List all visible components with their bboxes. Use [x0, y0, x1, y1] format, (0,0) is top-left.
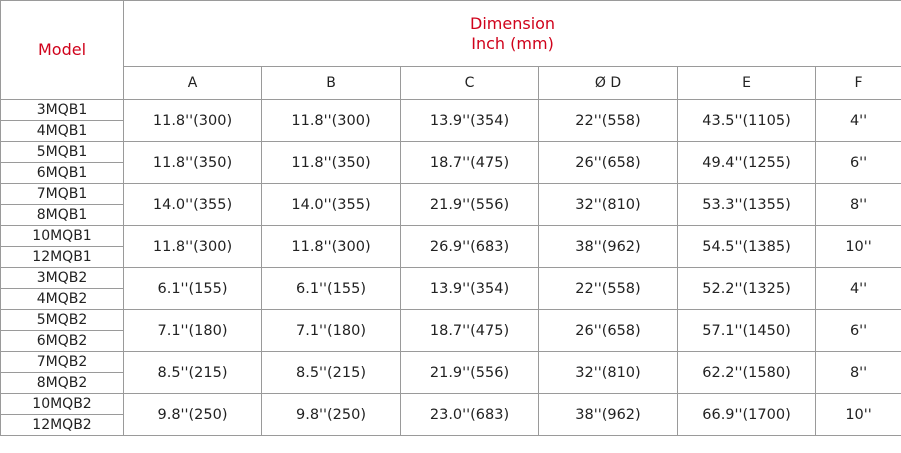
model-cell: 3MQB2 [0, 267, 124, 289]
model-cell: 5MQB2 [0, 309, 124, 331]
value-cell-a: 14.0''(355) [123, 183, 262, 226]
value-cell-f: 6'' [814, 309, 901, 352]
value-cell-a: 6.1''(155) [123, 267, 262, 310]
table-row: 5MQB1 11.8''(350) 11.8''(350) 18.7''(475) 26… [0, 141, 901, 184]
value-cell-e: 43.5''(1105) [677, 99, 816, 142]
value-cell-c: 21.9''(556) [400, 351, 539, 394]
model-cell: 12MQB1 [0, 246, 124, 268]
value-cell-c: 21.9''(556) [400, 183, 539, 226]
model-cell: 7MQB1 [0, 183, 124, 205]
table-row: 3MQB2 6.1''(155) 6.1''(155) 13.9''(354) 22''… [0, 267, 901, 310]
value-cell-e: 62.2''(1580) [677, 351, 816, 394]
column-header-d: Ø D [538, 66, 678, 100]
value-cell-e: 66.9''(1700) [677, 393, 816, 436]
value-cell-e: 49.4''(1255) [677, 141, 816, 184]
value-cell-f: 8'' [814, 183, 901, 226]
value-cell-d: 22''(558) [538, 267, 678, 310]
value-cell-d: 38''(962) [538, 225, 678, 268]
value-cell-c: 18.7''(475) [400, 141, 539, 184]
value-cell-b: 11.8''(350) [261, 141, 401, 184]
dimension-header: Dimension Inch (mm) [122, 0, 901, 67]
value-cell-a: 7.1''(180) [123, 309, 262, 352]
value-cell-b: 7.1''(180) [261, 309, 401, 352]
value-cell-c: 13.9''(354) [400, 267, 539, 310]
model-cell: 5MQB1 [0, 141, 124, 163]
value-cell-c: 23.0''(683) [400, 393, 539, 436]
value-cell-b: 9.8''(250) [261, 393, 401, 436]
value-cell-c: 18.7''(475) [400, 309, 539, 352]
value-cell-e: 57.1''(1450) [677, 309, 816, 352]
model-header: Model [0, 0, 124, 100]
value-cell-d: 26''(658) [538, 309, 678, 352]
dimension-table: Model Dimension Inch (mm) A B C Ø D E F … [0, 0, 901, 436]
value-cell-f: 6'' [814, 141, 901, 184]
column-header-a: A [123, 66, 262, 100]
value-cell-f: 4'' [814, 99, 901, 142]
table-row: 7MQB1 14.0''(355) 14.0''(355) 21.9''(556) 32… [0, 183, 901, 226]
value-cell-a: 11.8''(300) [123, 225, 262, 268]
value-cell-b: 11.8''(300) [261, 225, 401, 268]
model-cell: 10MQB2 [0, 393, 124, 415]
value-cell-a: 8.5''(215) [123, 351, 262, 394]
value-cell-d: 26''(658) [538, 141, 678, 184]
dimension-title: Dimension [470, 13, 556, 33]
value-cell-e: 52.2''(1325) [677, 267, 816, 310]
table-row: 7MQB2 8.5''(215) 8.5''(215) 21.9''(556) 32''… [0, 351, 901, 394]
table-row: 3MQB1 11.8''(300) 11.8''(300) 13.9''(354) 22… [0, 99, 901, 142]
value-cell-a: 11.8''(350) [123, 141, 262, 184]
value-cell-c: 26.9''(683) [400, 225, 539, 268]
value-cell-a: 11.8''(300) [123, 99, 262, 142]
value-cell-f: 8'' [814, 351, 901, 394]
model-cell: 6MQB1 [0, 162, 124, 184]
value-cell-c: 13.9''(354) [400, 99, 539, 142]
table-row: 12MQB2 [0, 414, 901, 436]
value-cell-f: 10'' [814, 225, 901, 268]
value-cell-e: 53.3''(1355) [677, 183, 816, 226]
column-header-b: B [261, 66, 401, 100]
model-cell: 6MQB2 [0, 330, 124, 352]
value-cell-f: 10'' [814, 393, 901, 436]
model-cell: 8MQB2 [0, 372, 124, 394]
table-row: 10MQB2 9.8''(250) 9.8''(250) 23.0''(683) 38'… [0, 393, 901, 436]
value-cell-d: 32''(810) [538, 351, 678, 394]
table-row: 5MQB2 7.1''(180) 7.1''(180) 18.7''(475) 26''… [0, 309, 901, 352]
value-cell-d: 32''(810) [538, 183, 678, 226]
value-cell-d: 38''(962) [538, 393, 678, 436]
value-cell-f: 4'' [814, 267, 901, 310]
value-cell-b: 6.1''(155) [261, 267, 401, 310]
unit-label: Inch (mm) [471, 33, 554, 53]
table-row: 10MQB1 11.8''(300) 11.8''(300) 26.9''(683) 3… [0, 225, 901, 268]
value-cell-e: 54.5''(1385) [677, 225, 816, 268]
column-header-c: C [400, 66, 539, 100]
model-cell: 10MQB1 [0, 225, 124, 247]
model-cell: 8MQB1 [0, 204, 124, 226]
model-cell: 4MQB2 [0, 288, 124, 310]
value-cell-d: 22''(558) [538, 99, 678, 142]
value-cell-b: 11.8''(300) [261, 99, 401, 142]
value-cell-b: 14.0''(355) [261, 183, 401, 226]
column-header-e: E [677, 66, 816, 100]
model-cell: 7MQB2 [0, 351, 124, 373]
value-cell-b: 8.5''(215) [261, 351, 401, 394]
model-cell: 12MQB2 [0, 414, 124, 436]
table-row: 4MQB2 [0, 288, 901, 310]
model-cell: 4MQB1 [0, 120, 124, 142]
model-cell: 3MQB1 [0, 99, 124, 121]
column-header-f: F [814, 66, 901, 100]
value-cell-a: 9.8''(250) [123, 393, 262, 436]
